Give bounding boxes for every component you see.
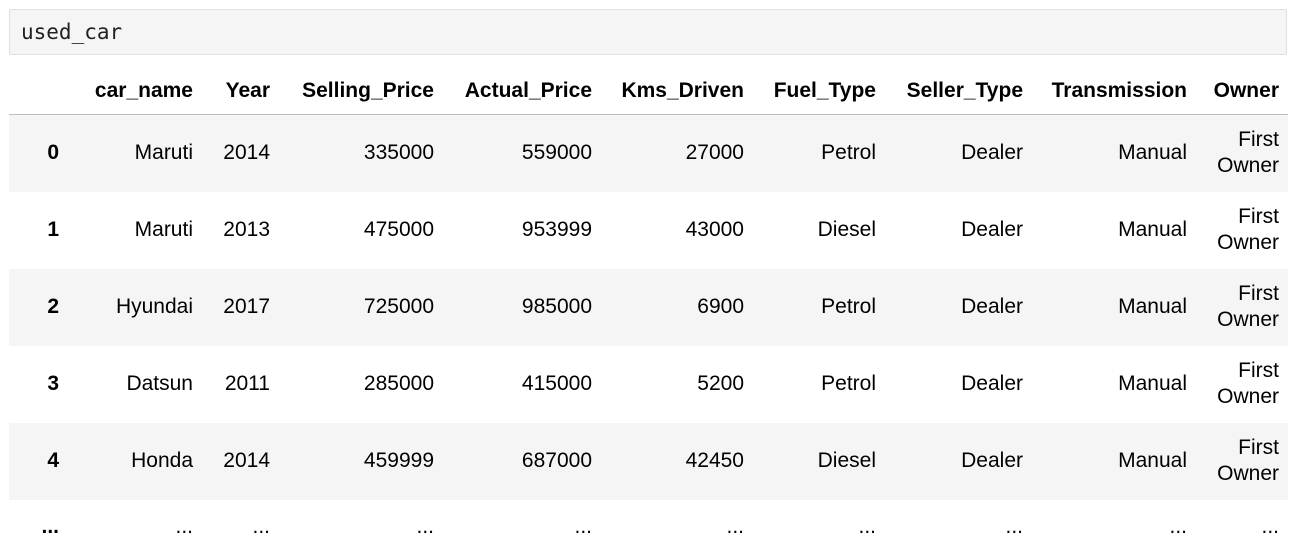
table-row: 3 Datsun 2011 285000 415000 5200 Petrol …: [9, 346, 1288, 423]
cell-actual-price: 985000: [521, 295, 592, 318]
cell-actual-price: 415000: [521, 372, 592, 395]
cell-actual-price: 687000: [521, 449, 592, 472]
cell-owner: First Owner: [1196, 423, 1288, 500]
cell-kms-driven: 27000: [685, 141, 744, 165]
cell-actual-price: 559000: [521, 141, 592, 165]
cell-transmission: Manual: [1118, 449, 1187, 472]
cell-seller-type: Dealer: [961, 449, 1023, 472]
owner-line: First: [1238, 359, 1279, 382]
owner-line: Owner: [1217, 308, 1279, 331]
cell-owner: First Owner: [1196, 115, 1288, 192]
dataframe-table: car_name Year Selling_Price Actual_Price…: [9, 68, 1288, 554]
cell-kms-driven: 42450: [685, 449, 744, 472]
owner-line: First: [1238, 128, 1279, 152]
ellipsis-row: ... ... ... ... ... ... ... ... ... ...: [9, 500, 1288, 554]
column-header: Owner: [1196, 68, 1288, 115]
owner-line: Owner: [1217, 385, 1279, 408]
cell-car-name: Datsun: [126, 372, 193, 395]
table-row: 2 Hyundai 2017 725000 985000 6900 Petrol…: [9, 268, 1288, 346]
owner-line: First: [1238, 282, 1279, 305]
row-index: 1: [47, 218, 59, 241]
cell-year: 2013: [223, 218, 270, 241]
ellipsis-cell: ...: [416, 514, 434, 538]
cell-seller-type: Dealer: [961, 141, 1023, 165]
cell-selling-price: 459999: [363, 449, 434, 472]
owner-line: First: [1238, 436, 1279, 459]
cell-owner: First Owner: [1196, 346, 1288, 423]
cell-year: 2014: [223, 449, 270, 472]
code-input-cell[interactable]: used_car: [9, 9, 1287, 55]
cell-year: 2014: [223, 141, 270, 165]
owner-line: Owner: [1217, 462, 1279, 485]
cell-owner: First Owner: [1196, 192, 1288, 269]
cell-kms-driven: 5200: [697, 372, 744, 395]
cell-fuel-type: Diesel: [817, 449, 876, 472]
row-index: 4: [47, 449, 59, 472]
cell-transmission: Manual: [1118, 372, 1187, 395]
cell-selling-price: 725000: [363, 295, 434, 318]
ellipsis-cell: ...: [1261, 514, 1279, 538]
cell-car-name: Maruti: [134, 218, 193, 241]
ellipsis-cell: ...: [252, 514, 270, 538]
cell-selling-price: 335000: [363, 141, 434, 165]
owner-line: Owner: [1217, 154, 1279, 178]
column-header: Actual_Price: [443, 68, 601, 115]
row-index: 3: [47, 372, 59, 395]
row-index: 0: [47, 141, 59, 165]
code-text: used_car: [21, 20, 123, 44]
cell-owner: First Owner: [1196, 269, 1288, 346]
column-header: Fuel_Type: [753, 68, 885, 115]
table-row: 1 Maruti 2013 475000 953999 43000 Diesel…: [9, 192, 1288, 269]
cell-kms-driven: 43000: [685, 218, 744, 241]
cell-seller-type: Dealer: [961, 372, 1023, 395]
column-header: Kms_Driven: [601, 68, 753, 115]
cell-year: 2017: [223, 295, 270, 318]
cell-fuel-type: Petrol: [821, 295, 876, 318]
table-row: 0 Maruti 2014 335000 559000 27000 Petrol…: [9, 114, 1288, 192]
owner-line: First: [1238, 205, 1279, 228]
header-row: car_name Year Selling_Price Actual_Price…: [9, 68, 1288, 115]
cell-actual-price: 953999: [521, 218, 592, 241]
cell-transmission: Manual: [1118, 218, 1187, 241]
ellipsis-cell: ...: [175, 514, 193, 538]
cell-year: 2011: [224, 372, 270, 395]
cell-selling-price: 285000: [363, 372, 434, 395]
column-header: Transmission: [1032, 68, 1196, 115]
index-header: [9, 68, 78, 115]
ellipsis-cell: ...: [1169, 514, 1187, 538]
cell-transmission: Manual: [1118, 141, 1187, 165]
ellipsis-cell: ...: [726, 514, 744, 538]
cell-selling-price: 475000: [363, 218, 434, 241]
cell-seller-type: Dealer: [961, 295, 1023, 318]
cell-kms-driven: 6900: [697, 295, 744, 318]
row-index: 2: [47, 295, 59, 318]
cell-fuel-type: Diesel: [817, 218, 876, 241]
column-header: car_name: [78, 68, 202, 115]
table-row: 4 Honda 2014 459999 687000 42450 Diesel …: [9, 422, 1288, 500]
ellipsis-cell: ...: [574, 514, 592, 538]
cell-car-name: Hyundai: [115, 295, 193, 318]
ellipsis-cell: ...: [41, 514, 59, 538]
owner-line: Owner: [1217, 231, 1279, 254]
ellipsis-cell: ...: [858, 514, 876, 538]
cell-car-name: Maruti: [134, 141, 193, 165]
cell-seller-type: Dealer: [961, 218, 1023, 241]
column-header: Selling_Price: [279, 68, 443, 115]
column-header: Seller_Type: [885, 68, 1032, 115]
cell-transmission: Manual: [1118, 295, 1187, 318]
cell-fuel-type: Petrol: [821, 372, 876, 395]
ellipsis-cell: ...: [1005, 514, 1023, 538]
column-header: Year: [202, 68, 279, 115]
cell-fuel-type: Petrol: [821, 141, 876, 165]
cell-car-name: Honda: [131, 449, 193, 472]
